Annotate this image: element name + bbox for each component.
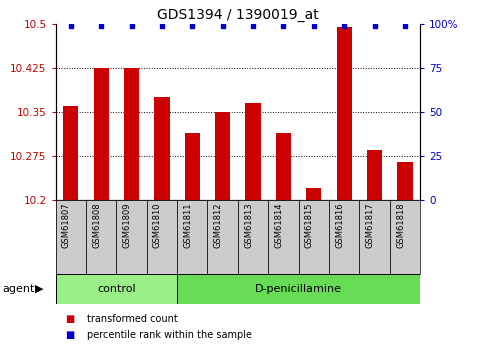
Text: transformed count: transformed count [87,314,178,324]
Text: GSM61814: GSM61814 [274,202,284,248]
Text: GSM61809: GSM61809 [123,202,131,248]
Bar [245,103,261,200]
Text: GSM61807: GSM61807 [62,202,71,248]
Text: agent: agent [2,284,35,294]
Bar [298,200,329,274]
Bar [367,150,382,200]
Bar [306,188,322,200]
Text: percentile rank within the sample: percentile rank within the sample [87,330,252,339]
Text: GSM61808: GSM61808 [92,202,101,248]
Text: control: control [97,284,136,294]
Bar [124,68,139,200]
Bar [56,200,86,274]
Bar [208,200,238,274]
Text: GSM61812: GSM61812 [213,202,223,248]
Bar [185,132,200,200]
Bar [63,106,78,200]
Bar [177,274,420,304]
Text: GSM61815: GSM61815 [305,202,314,248]
Bar [268,200,298,274]
Bar [147,200,177,274]
Bar [154,97,170,200]
Bar [398,162,412,200]
Bar [56,274,177,304]
Bar [86,200,116,274]
Bar [359,200,390,274]
Bar [337,27,352,200]
Bar [390,200,420,274]
Text: GSM61810: GSM61810 [153,202,162,248]
Bar [238,200,268,274]
Bar [116,200,147,274]
Text: GSM61811: GSM61811 [183,202,192,248]
Text: D-penicillamine: D-penicillamine [255,284,342,294]
Text: GSM61813: GSM61813 [244,202,253,248]
Bar [177,200,208,274]
Bar [329,200,359,274]
Text: ■: ■ [65,314,74,324]
Bar [276,132,291,200]
Text: GSM61818: GSM61818 [396,202,405,248]
Text: ■: ■ [65,330,74,339]
Text: GSM61817: GSM61817 [366,202,375,248]
Bar [215,112,230,200]
Text: ▶: ▶ [35,284,43,294]
Bar [94,68,109,200]
Text: GSM61816: GSM61816 [335,202,344,248]
Title: GDS1394 / 1390019_at: GDS1394 / 1390019_at [157,8,319,22]
